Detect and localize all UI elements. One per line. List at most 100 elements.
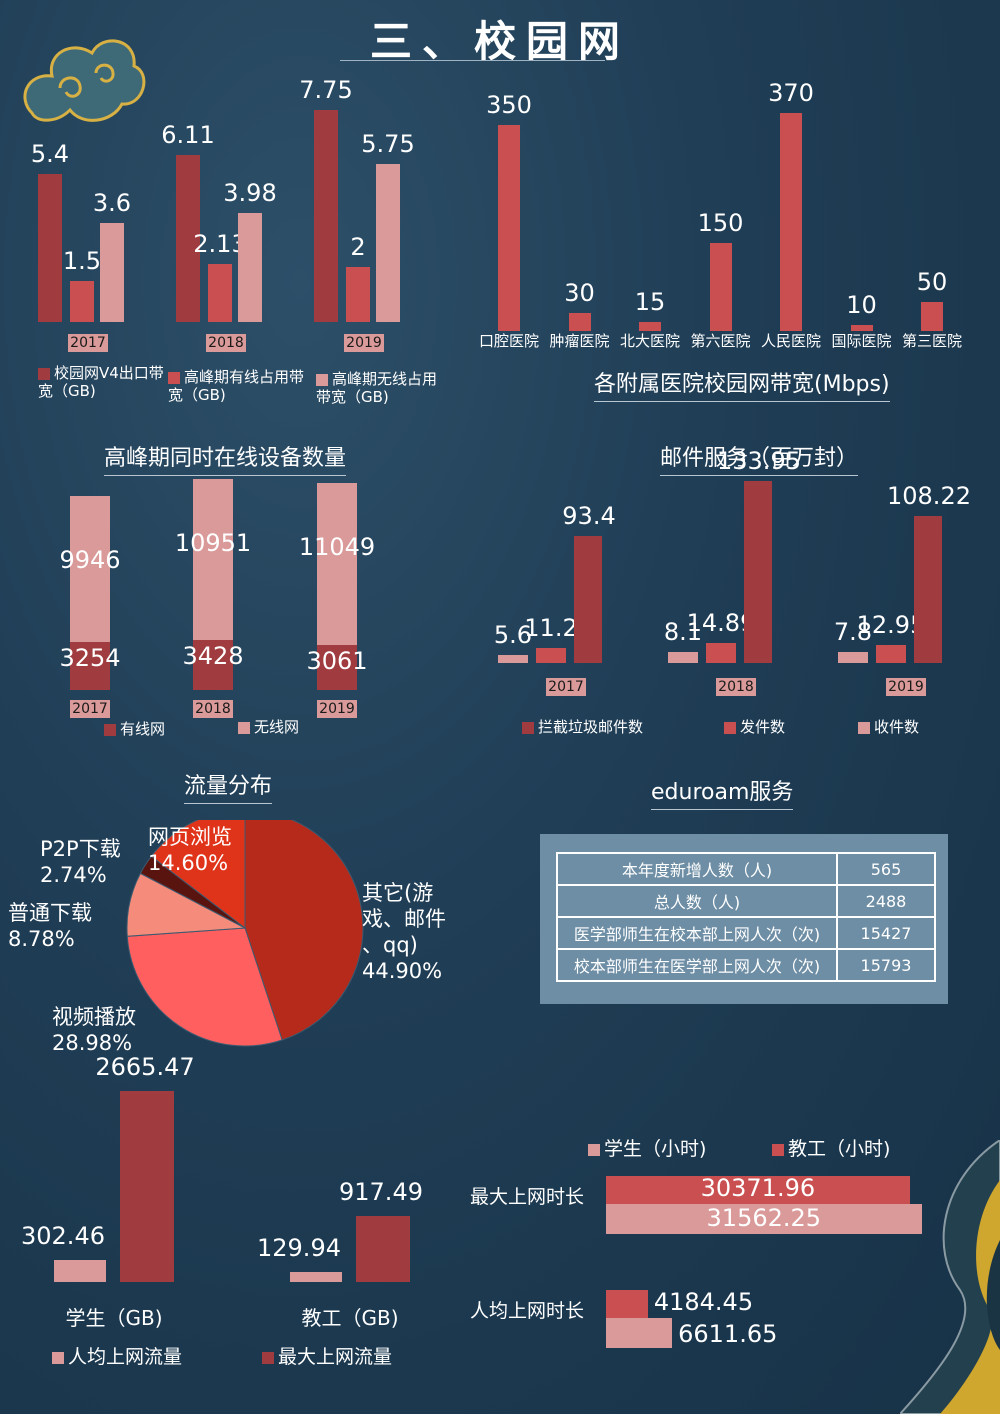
bandwidth-bar bbox=[38, 174, 62, 322]
mail-value-label: 5.6 bbox=[493, 621, 533, 649]
mail-value-label: 11.2 bbox=[524, 613, 578, 642]
flow-category-label: 学生（GB) bbox=[65, 1306, 163, 1330]
legend-swatch bbox=[52, 1351, 64, 1364]
eduroam-row: 本年度新增人数（人) 565 bbox=[556, 852, 936, 886]
hospital-value-label: 50 bbox=[916, 267, 948, 296]
mail-value-label: 108.22 bbox=[887, 481, 971, 510]
legend-swatch bbox=[168, 371, 180, 384]
legend-bandwidth-wireless: 高峰期无线占用带宽（GB) bbox=[316, 370, 446, 406]
legend-devices-wired: 有线网 bbox=[104, 720, 165, 738]
eduroam-row-value: 2488 bbox=[836, 884, 936, 918]
devices-wired-bar bbox=[193, 639, 233, 690]
pie-slice-label: P2P下载 2.74% bbox=[40, 836, 121, 888]
time-student-bar bbox=[606, 1318, 673, 1348]
devices-wired-label: 3428 bbox=[182, 641, 244, 670]
hospital-value-label: 150 bbox=[697, 208, 744, 237]
bandwidth-year-label: 2018 bbox=[206, 334, 246, 352]
flow-category-label: 教工（GB) bbox=[301, 1306, 399, 1330]
page-title: 三、校园网 bbox=[369, 17, 630, 66]
devices-wireless-bar bbox=[317, 483, 357, 646]
pie-label-line: 戏、邮件 bbox=[362, 907, 446, 931]
bandwidth-value-label: 3.6 bbox=[92, 189, 132, 218]
flow-bar bbox=[356, 1216, 410, 1282]
legend-bandwidth-v4: 校园网V4出口带宽（GB) bbox=[38, 364, 168, 400]
hospital-bar bbox=[921, 301, 943, 331]
pie-label-line: 14.60% bbox=[148, 851, 229, 875]
bandwidth-bar bbox=[346, 267, 370, 322]
mail-bar bbox=[744, 480, 772, 663]
hospital-category-label: 第三医院 bbox=[901, 332, 962, 350]
devices-year-label: 2017 bbox=[70, 700, 110, 718]
bandwidth-value-label: 6.11 bbox=[161, 120, 215, 149]
legend-swatch bbox=[588, 1143, 600, 1156]
mail-year-label: 2019 bbox=[886, 678, 926, 696]
bandwidth-value-label: 7.75 bbox=[299, 75, 353, 104]
legend-label: 教工（小时) bbox=[788, 1138, 891, 1160]
bandwidth-bar bbox=[208, 263, 232, 322]
pie-slice bbox=[244, 820, 364, 1041]
legend-flow-max: 最大上网流量 bbox=[262, 1346, 392, 1368]
pie-slice-label: 网页浏览 14.60% bbox=[148, 824, 232, 876]
mail-bar bbox=[838, 652, 868, 663]
devices-wireless-label: 10951 bbox=[174, 529, 252, 558]
hospital-category-label: 国际医院 bbox=[831, 332, 892, 350]
bandwidth-bar bbox=[176, 154, 200, 322]
legend-label: 最大上网流量 bbox=[278, 1346, 393, 1368]
mail-year-label: 2017 bbox=[546, 678, 586, 696]
eduroam-row-value: 565 bbox=[836, 852, 936, 886]
mail-value-label: 133.95 bbox=[717, 446, 801, 475]
devices-wireless-bar bbox=[193, 479, 233, 640]
eduroam-row-label: 总人数（人) bbox=[556, 884, 838, 918]
time-student-bar bbox=[606, 1204, 922, 1234]
legend-time-student: 学生（小时) bbox=[588, 1138, 706, 1160]
legend-label: 收件数 bbox=[874, 718, 920, 736]
hospital-bar bbox=[780, 112, 802, 331]
bandwidth-year-label: 2017 bbox=[68, 334, 108, 352]
legend-label: 校园网V4出口带宽（GB) bbox=[38, 364, 164, 400]
time-staff-label: 4184.45 bbox=[653, 1288, 754, 1316]
time-category-label: 最大上网时长 bbox=[470, 1186, 585, 1208]
pie-slice-label: 视频播放 28.98% bbox=[52, 1004, 136, 1056]
traffic-chart-title: 流量分布 bbox=[184, 768, 273, 804]
title-underline bbox=[340, 60, 605, 61]
hospital-bar bbox=[568, 313, 591, 331]
legend-label: 拦截垃圾邮件数 bbox=[538, 718, 644, 736]
mail-value-label: 7.8 bbox=[833, 618, 873, 647]
mail-value-label: 12.95 bbox=[856, 611, 926, 640]
legend-swatch bbox=[858, 721, 870, 734]
hospital-value-label: 10 bbox=[846, 291, 877, 320]
legend-devices-wireless: 无线网 bbox=[238, 718, 299, 736]
legend-label: 无线网 bbox=[254, 718, 300, 736]
legend-mail-sent: 发件数 bbox=[724, 718, 785, 736]
legend-label: 有线网 bbox=[120, 720, 166, 738]
devices-year-label: 2019 bbox=[317, 700, 357, 718]
pie-label-line: 44.90% bbox=[362, 959, 443, 983]
pie-label-line: 28.98% bbox=[52, 1031, 133, 1055]
eduroam-row: 医学部师生在校本部上网人次（次) 15427 bbox=[556, 916, 936, 950]
eduroam-row-label: 医学部师生在校本部上网人次（次) bbox=[556, 916, 838, 950]
mail-bar bbox=[914, 515, 942, 663]
bandwidth-value-label: 2.13 bbox=[193, 229, 247, 258]
bandwidth-year-label: 2019 bbox=[344, 334, 384, 352]
flow-value-label: 917.49 bbox=[339, 1178, 423, 1207]
mail-value-label: 8.1 bbox=[663, 617, 703, 646]
legend-time-staff: 教工（小时) bbox=[772, 1138, 890, 1160]
eduroam-row-label: 本年度新增人数（人) bbox=[556, 852, 838, 886]
mail-bar bbox=[668, 651, 698, 663]
mail-value-label: 14.89 bbox=[686, 608, 756, 637]
devices-chart-title: 高峰期同时在线设备数量 bbox=[104, 440, 347, 476]
hospital-value-label: 370 bbox=[768, 78, 814, 107]
legend-swatch bbox=[238, 721, 250, 734]
devices-wired-label: 3254 bbox=[59, 644, 121, 673]
legend-mail-spam: 拦截垃圾邮件数 bbox=[522, 718, 643, 736]
bandwidth-value-label: 2 bbox=[350, 233, 366, 262]
bandwidth-value-label: 3.98 bbox=[223, 178, 277, 207]
hospital-bar bbox=[850, 325, 873, 331]
devices-wireless-label: 9946 bbox=[59, 546, 121, 575]
hospital-category-label: 口腔医院 bbox=[478, 332, 539, 350]
pie-label-line: 普通下载 bbox=[8, 901, 92, 925]
mail-value-label: 93.4 bbox=[562, 501, 616, 530]
legend-swatch bbox=[104, 723, 116, 736]
flow-value-label: 129.94 bbox=[257, 1234, 341, 1262]
time-student-label: 6611.65 bbox=[678, 1320, 778, 1348]
